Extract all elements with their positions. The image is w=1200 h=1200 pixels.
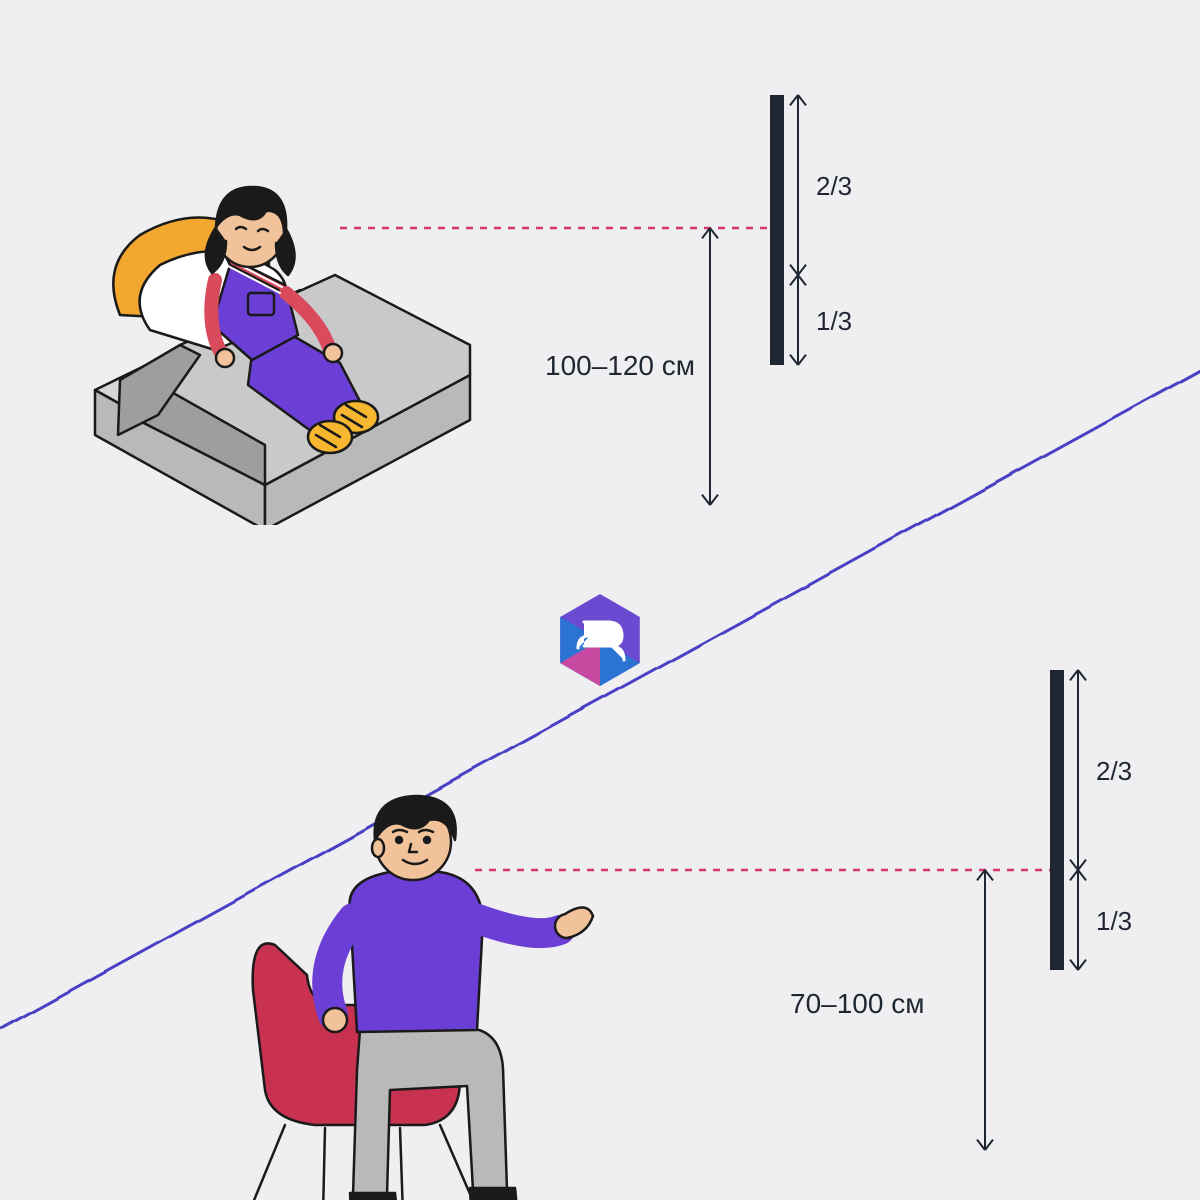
height-label-bottom: 70–100 см xyxy=(790,988,924,1020)
infographic-stage: 2/3 1/3 100–120 см xyxy=(0,0,1200,1200)
chair-scene-illustration xyxy=(215,790,635,1200)
